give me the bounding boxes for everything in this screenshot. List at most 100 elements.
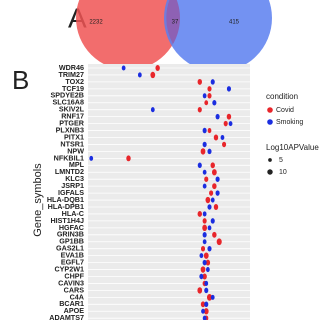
dot (155, 65, 160, 71)
y-tick-label: PLXNB3 (56, 125, 84, 134)
y-tick-label: HLA-C (62, 209, 84, 218)
dot (204, 287, 209, 294)
dot (210, 294, 215, 300)
legend-swatch (267, 119, 273, 125)
dot (215, 113, 220, 120)
y-tick-label: HGFAC (59, 223, 84, 232)
dot (223, 120, 228, 127)
y-tick-label: ADAMTS7 (49, 313, 84, 320)
y-tick-label: MPL (69, 160, 85, 169)
dot (207, 245, 212, 252)
dot (197, 78, 202, 85)
dot (200, 266, 206, 273)
dot (137, 72, 142, 78)
dot (202, 218, 207, 224)
dot (150, 71, 156, 79)
dot (202, 224, 208, 232)
y-tick-label: CAVIN3 (58, 278, 84, 287)
y-tick-label: NPW (67, 146, 84, 155)
dot (202, 239, 207, 245)
panel-label: B (12, 65, 29, 95)
venn-set (76, 0, 180, 70)
dot (199, 253, 204, 259)
dot (207, 204, 212, 210)
dot (226, 86, 231, 92)
venn-overlap (166, 0, 180, 44)
y-tick-label: PTGER (59, 119, 85, 128)
dot (202, 141, 207, 148)
dot (199, 273, 204, 280)
legend-label: Covid (276, 107, 294, 114)
dot (215, 176, 220, 182)
dot (206, 293, 213, 301)
dot (197, 162, 202, 169)
y-tick-label: HLA-DPB1 (48, 202, 84, 211)
y-tick-label: HLA-DQB1 (47, 195, 84, 204)
dot (212, 100, 217, 106)
legend-title: condition (266, 92, 298, 101)
legend-size (268, 158, 272, 162)
dot (202, 259, 207, 266)
plot-panel (88, 64, 250, 320)
dot (205, 196, 211, 204)
y-tick-label: LMNTD2 (55, 167, 84, 176)
y-tick-label: KLC3 (65, 174, 84, 183)
y-tick-label: TRIM27 (58, 70, 84, 79)
dot (228, 121, 233, 127)
dot (211, 169, 217, 176)
y-axis-label: Gene_symbols (32, 163, 44, 237)
legend-size (267, 169, 273, 175)
y-tick-label: IGFALS (58, 188, 84, 197)
dot (210, 162, 215, 169)
dot (89, 155, 94, 161)
y-tick-label: EVA1B (61, 251, 84, 260)
dot (202, 169, 207, 175)
y-tick-label: GAS2L1 (56, 244, 84, 253)
dot (207, 225, 212, 231)
dot (210, 197, 215, 203)
y-tick-label: NTSR1 (60, 139, 84, 148)
y-tick-label: SPDYE2B (50, 91, 84, 100)
dot (215, 190, 220, 196)
dot (212, 183, 217, 190)
y-tick-label: C4A (70, 292, 84, 301)
legend-title: Log10APValue (266, 143, 319, 152)
dot (203, 252, 209, 259)
y-tick-label: TCF19 (62, 84, 84, 93)
y-tick-label: TOX2 (65, 77, 84, 86)
y-tick-label: EGFL7 (61, 258, 84, 267)
dot (207, 93, 212, 99)
dot (202, 183, 207, 189)
dot (216, 238, 222, 246)
dot (197, 210, 202, 217)
dot (210, 79, 215, 85)
y-tick-label: CHPF (64, 271, 84, 280)
dot (121, 65, 126, 71)
dot (207, 148, 212, 155)
venn-set (164, 0, 272, 72)
y-tick-label: GP1BB (59, 237, 84, 246)
dot (213, 204, 219, 210)
dot (226, 113, 232, 120)
dot (220, 134, 225, 141)
venn-count: 2232 (89, 20, 103, 26)
y-tick-label: SKIV2L (59, 105, 85, 114)
dot (201, 308, 205, 314)
dot (204, 301, 209, 308)
legend-label: 10 (279, 169, 287, 176)
dot (200, 148, 206, 155)
y-tick-label: WDR46 (59, 63, 84, 72)
y-tick-label: BCAR1 (59, 299, 84, 308)
venn-count: 37 (172, 20, 179, 26)
dot (204, 176, 209, 182)
venn-count: 415 (229, 20, 240, 26)
dot (202, 211, 207, 217)
y-tick-label: NFKBIL1 (54, 153, 84, 162)
dot (203, 308, 209, 315)
dot (207, 128, 212, 134)
dot (207, 86, 212, 92)
legend-swatch (267, 107, 273, 113)
dot (197, 106, 202, 113)
dot (197, 287, 203, 294)
